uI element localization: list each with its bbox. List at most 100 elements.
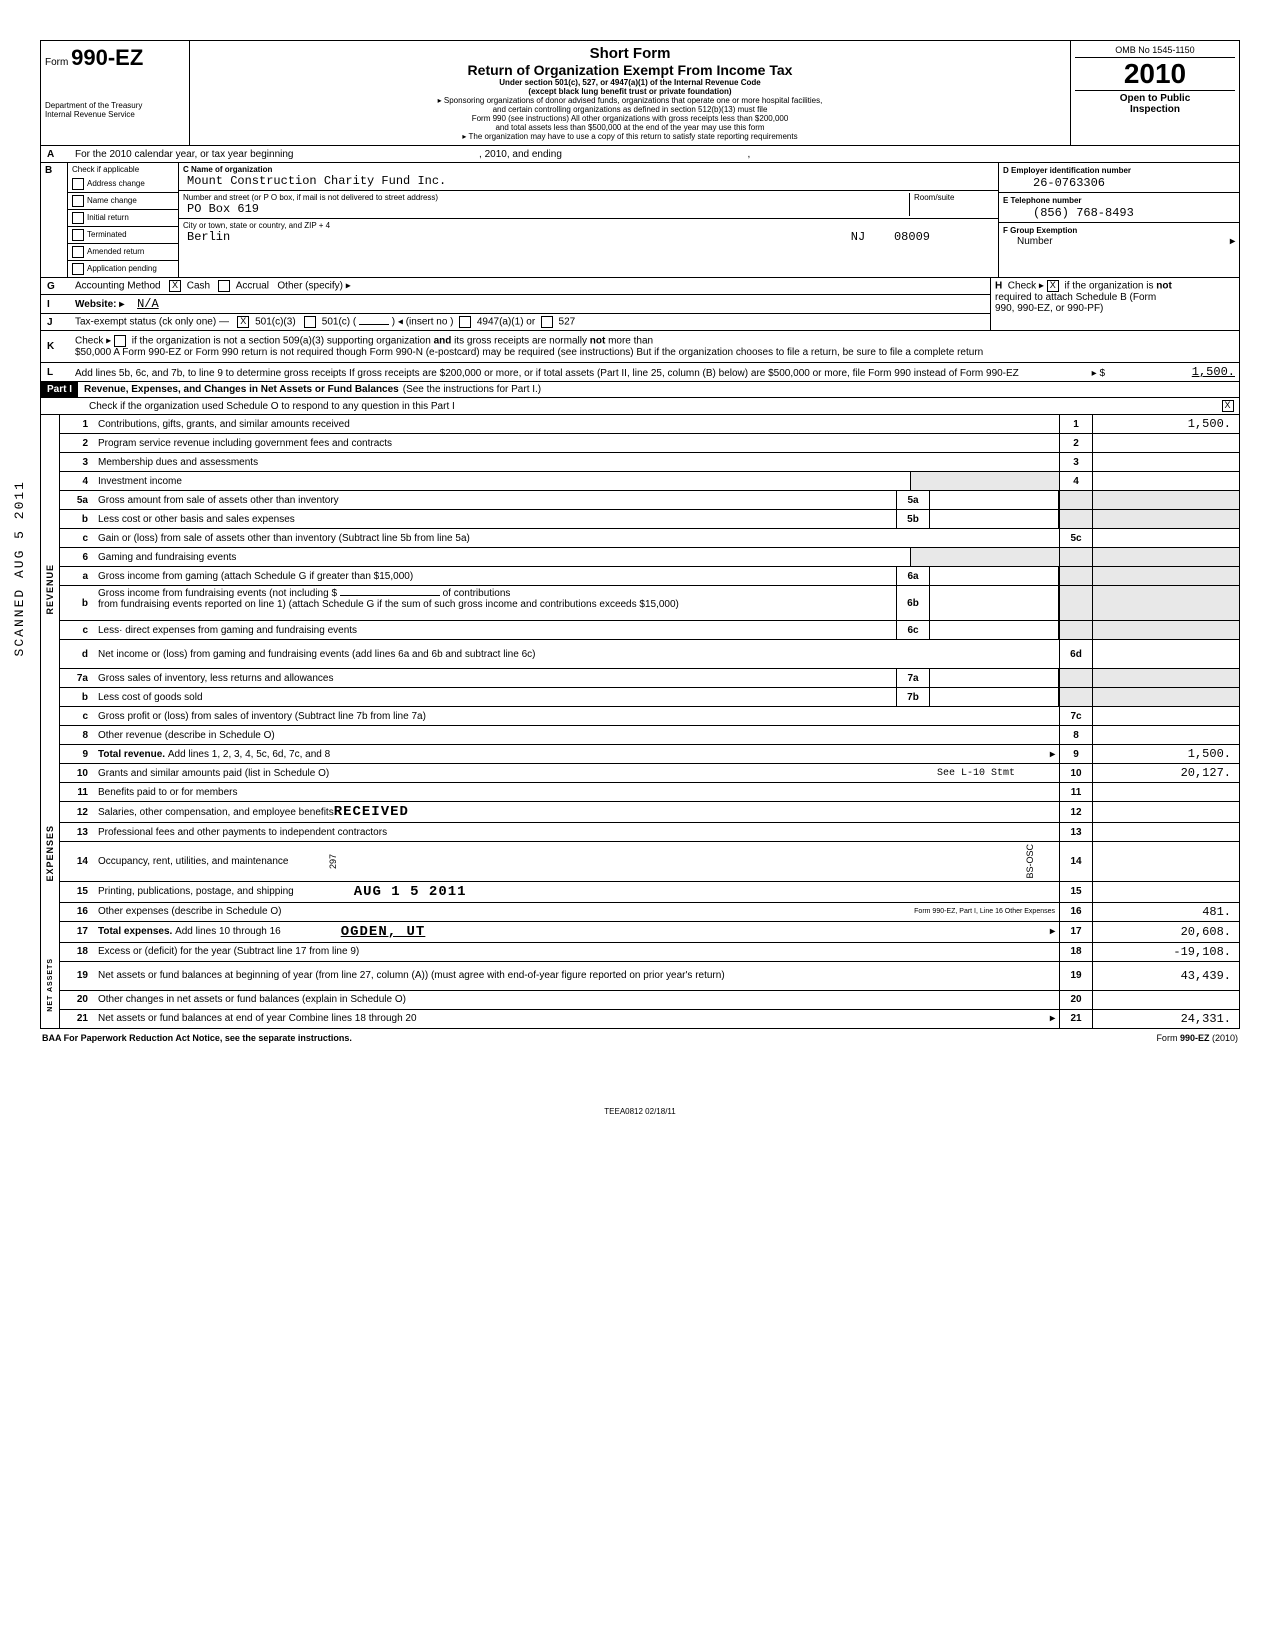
opt-other: Other (specify) ▸	[277, 281, 350, 292]
line-h-t4: 990, 990-EZ, or 990-PF)	[995, 303, 1103, 314]
checkbox-terminated[interactable]	[72, 229, 84, 241]
net-assets-block: NET ASSETS 18 Excess or (deficit) for th…	[41, 943, 1239, 1028]
opt-cash: Cash	[187, 281, 210, 292]
num-11: 11	[60, 783, 94, 801]
line-19: 19 Net assets or fund balances at beginn…	[60, 962, 1239, 991]
checkbox-501c[interactable]	[304, 316, 316, 328]
line-15: 15 Printing, publications, postage, and …	[60, 882, 1239, 903]
rv-6	[1093, 548, 1239, 566]
stamp-ogden: OGDEN, UT	[341, 924, 426, 940]
line-21: 21 Net assets or fund balances at end of…	[60, 1010, 1239, 1028]
num-4: 4	[60, 472, 94, 490]
num-2: 2	[60, 434, 94, 452]
line-11: 11 Benefits paid to or for members 11	[60, 783, 1239, 802]
org-name: Mount Construction Charity Fund Inc.	[183, 174, 450, 188]
checkbox-h[interactable]: X	[1047, 280, 1059, 292]
rn-11: 11	[1059, 783, 1093, 801]
dept-treasury: Department of the Treasury	[45, 101, 185, 110]
addr-value: PO Box 619	[183, 202, 263, 216]
line-3: 3 Membership dues and assessments 3	[60, 453, 1239, 472]
mv-6b	[930, 586, 1059, 620]
arrow-9: ▸	[1050, 749, 1055, 760]
desc-17b: Add lines 10 through 16	[175, 926, 281, 937]
num-5a: 5a	[60, 491, 94, 509]
rn-13: 13	[1059, 823, 1093, 841]
line-5b: b Less cost or other basis and sales exp…	[60, 510, 1239, 529]
rv-14	[1093, 842, 1239, 881]
ein-value: 26-0763306	[1003, 176, 1105, 190]
num-7a: 7a	[60, 669, 94, 687]
desc-6d: Net income or (loss) from gaming and fun…	[94, 640, 1059, 668]
checkbox-initial[interactable]	[72, 212, 84, 224]
rn-7b	[1059, 688, 1093, 706]
mn-5b: 5b	[896, 510, 930, 528]
arrow-17: ▸	[1050, 926, 1055, 937]
checkbox-pending[interactable]	[72, 263, 84, 275]
note-10: See L-10 Stmt	[937, 768, 1015, 779]
col-b-checkboxes: Check if applicable Address change Name …	[68, 163, 179, 277]
line-h-check: Check ▸	[1008, 281, 1044, 292]
line-10: 10 Grants and similar amounts paid (list…	[60, 764, 1239, 783]
num-7c: c	[60, 707, 94, 725]
checkbox-527[interactable]	[541, 316, 553, 328]
checkbox-name[interactable]	[72, 195, 84, 207]
line-k-t5: $50,000 A Form 990-EZ or Form 990 return…	[75, 347, 983, 358]
checkbox-501c3[interactable]: X	[237, 316, 249, 328]
num-16: 16	[60, 903, 94, 921]
num-21: 21	[60, 1010, 94, 1028]
checkbox-4947[interactable]	[459, 316, 471, 328]
opt-pending: Application pending	[68, 261, 178, 277]
line-h-t3: required to attach Schedule B (Form	[995, 292, 1156, 303]
rv-4	[1093, 472, 1239, 490]
mn-5a: 5a	[896, 491, 930, 509]
checkbox-amended[interactable]	[72, 246, 84, 258]
line-7c: c Gross profit or (loss) from sales of i…	[60, 707, 1239, 726]
lines-ghij: G Accounting Method X Cash Accrual Other…	[41, 278, 1239, 331]
city-value: Berlin	[183, 230, 234, 244]
line-20: 20 Other changes in net assets or fund b…	[60, 991, 1239, 1010]
rv-6c	[1093, 621, 1239, 639]
note-16: Form 990-EZ, Part I, Line 16 Other Expen…	[914, 908, 1055, 915]
desc-6b-2: from fundraising events reported on line…	[98, 599, 679, 610]
title-short-form: Short Form	[194, 45, 1066, 62]
stamp-osc: BS-OSC	[1025, 844, 1035, 879]
num-13: 13	[60, 823, 94, 841]
footer: BAA For Paperwork Reduction Act Notice, …	[40, 1029, 1240, 1047]
mv-6a	[930, 567, 1059, 585]
rn-4: 4	[1059, 472, 1093, 490]
mv-5a	[930, 491, 1059, 509]
opt-initial-return: Initial return	[68, 210, 178, 227]
checkbox-cash[interactable]: X	[169, 280, 181, 292]
addr-label: Number and street (or P O box, if mail i…	[183, 193, 438, 202]
rv-9: 1,500.	[1093, 745, 1239, 763]
num-5c: c	[60, 529, 94, 547]
mn-6b: 6b	[896, 586, 930, 620]
opt-501c: 501(c) (	[322, 317, 356, 328]
desc-14: Occupancy, rent, utilities, and maintena…	[98, 856, 288, 867]
opt-address-change: Address change	[68, 176, 178, 193]
checkbox-k[interactable]	[114, 335, 126, 347]
desc-12: Salaries, other compensation, and employ…	[98, 807, 334, 818]
rv-17: 20,608.	[1093, 922, 1239, 942]
label-f2: Number	[1003, 236, 1053, 247]
check-if-applicable: Check if applicable	[68, 163, 178, 176]
desc-9: Total revenue.	[98, 749, 165, 760]
rn-6d: 6d	[1059, 640, 1093, 668]
line-g-text: Accounting Method	[75, 281, 161, 292]
line-4: 4 Investment income 4	[60, 472, 1239, 491]
form-header: Form 990-EZ Department of the Treasury I…	[41, 41, 1239, 146]
mn-7b: 7b	[896, 688, 930, 706]
checkbox-accrual[interactable]	[218, 280, 230, 292]
inspection: Inspection	[1075, 104, 1235, 115]
rn-5a	[1059, 491, 1093, 509]
num-1: 1	[60, 415, 94, 433]
rv-13	[1093, 823, 1239, 841]
checkbox-part1[interactable]: X	[1222, 400, 1234, 412]
line-k: K Check ▸ if the organization is not a s…	[41, 331, 1239, 363]
checkbox-address[interactable]	[72, 178, 84, 190]
rv-7b	[1093, 688, 1239, 706]
num-7b: b	[60, 688, 94, 706]
form-prefix: Form	[45, 57, 68, 68]
form-990ez: Form 990-EZ Department of the Treasury I…	[40, 40, 1240, 1029]
line-13: 13 Professional fees and other payments …	[60, 823, 1239, 842]
